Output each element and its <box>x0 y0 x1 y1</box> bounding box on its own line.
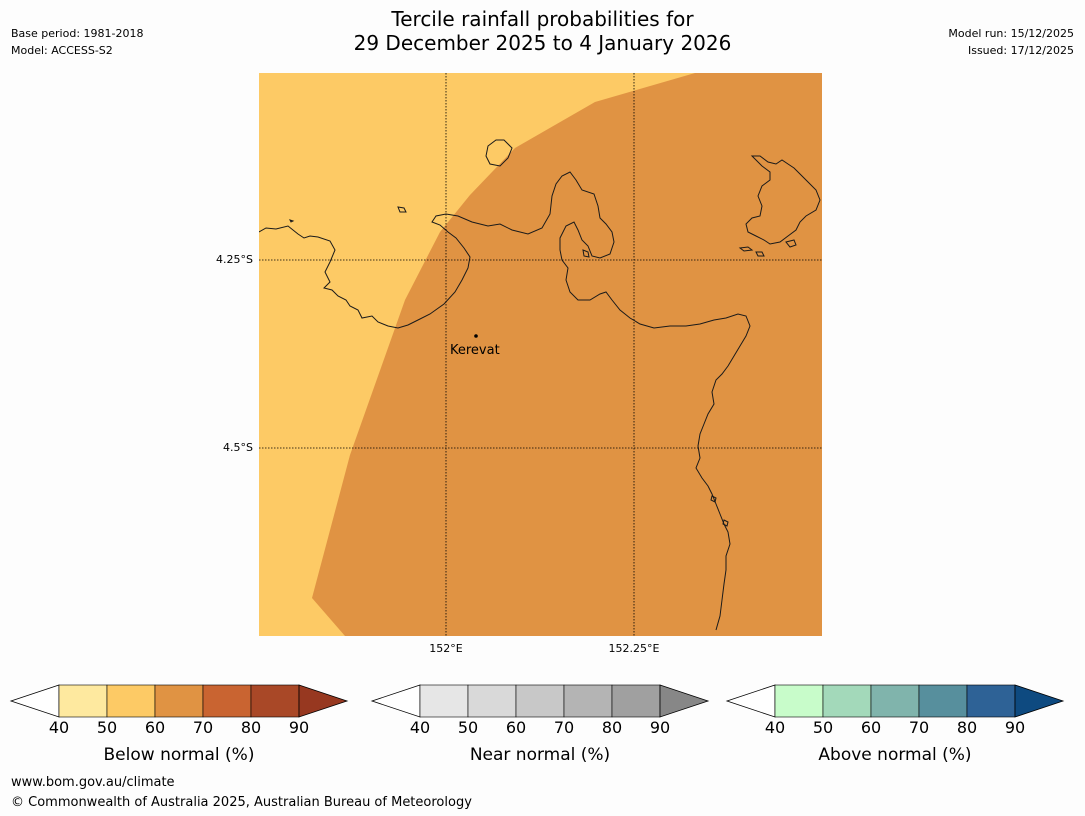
colorbar-tick-label: 50 <box>96 718 118 737</box>
colorbar-tick-label: 40 <box>48 718 70 737</box>
lon-label-152: 152°E <box>429 642 463 655</box>
colorbar-segment <box>918 684 968 718</box>
model-name: Model: ACCESS-S2 <box>11 44 113 57</box>
colorbar-title-above: Above normal (%) <box>818 745 972 765</box>
colorbar-tick-label: 80 <box>240 718 262 737</box>
colorbar-extend-low <box>725 684 776 718</box>
footer-url[interactable]: www.bom.gov.au/climate <box>11 775 175 790</box>
colorbar-segment <box>58 684 108 718</box>
base-period: Base period: 1981-2018 <box>11 27 144 40</box>
lat-label-4-25: 4.25°S <box>216 253 253 266</box>
colorbar-tick-label: 70 <box>908 718 930 737</box>
colorbar-tick-label: 40 <box>764 718 786 737</box>
colorbar-tick-label: 70 <box>192 718 214 737</box>
colorbar-segment <box>563 684 613 718</box>
colorbar-segment <box>419 684 469 718</box>
graticule <box>259 73 822 636</box>
colorbar-extend-high <box>1014 684 1065 718</box>
coastline <box>259 139 821 631</box>
title-line-2: 29 December 2025 to 4 January 2026 <box>353 31 732 55</box>
colorbar-title-near: Near normal (%) <box>469 745 611 765</box>
colorbar-segment <box>822 684 872 718</box>
colorbar-extend-high <box>659 684 710 718</box>
colorbar-extend-high <box>298 684 349 718</box>
colorbar-segment <box>154 684 204 718</box>
colorbar-near-normal <box>370 684 710 718</box>
colorbar-tick-label: 40 <box>409 718 431 737</box>
colorbar-segment <box>774 684 824 718</box>
colorbar-extend-low <box>370 684 421 718</box>
place-label-kerevat: Kerevat <box>450 343 500 358</box>
colorbar-tick-label: 50 <box>457 718 479 737</box>
map-canvas <box>259 73 822 636</box>
colorbar-segment <box>966 684 1016 718</box>
colorbar-tick-label: 60 <box>860 718 882 737</box>
model-run: Model run: 15/12/2025 <box>948 27 1074 40</box>
colorbar-tick-label: 90 <box>1004 718 1026 737</box>
colorbar-above-normal <box>725 684 1065 718</box>
map-title: Tercile rainfall probabilities for 29 De… <box>0 7 1085 55</box>
lon-label-152-25: 152.25°E <box>608 642 660 655</box>
colorbar-tick-label: 60 <box>505 718 527 737</box>
colorbar-segment <box>870 684 920 718</box>
title-line-1: Tercile rainfall probabilities for <box>391 7 694 31</box>
colorbar-below-normal <box>9 684 349 718</box>
header-meta-right: Model run: 15/12/2025 Issued: 17/12/2025 <box>948 25 1074 59</box>
region-below-60-70 <box>312 73 822 636</box>
colorbar-extend-low <box>9 684 60 718</box>
colorbar-legend <box>9 684 1065 718</box>
colorbar-title-below: Below normal (%) <box>103 745 255 765</box>
colorbar-segment <box>611 684 661 718</box>
colorbar-tick-label: 70 <box>553 718 575 737</box>
colorbar-tick-label: 50 <box>812 718 834 737</box>
colorbar-segment <box>515 684 565 718</box>
colorbar-segment <box>202 684 252 718</box>
header-meta-left: Base period: 1981-2018 Model: ACCESS-S2 <box>11 25 143 59</box>
colorbar-tick-label: 80 <box>601 718 623 737</box>
colorbar-tick-label: 60 <box>144 718 166 737</box>
colorbar-segment <box>106 684 156 718</box>
lat-label-4-5: 4.5°S <box>223 441 253 454</box>
colorbar-segment <box>250 684 300 718</box>
colorbar-tick-label: 90 <box>288 718 310 737</box>
colorbar-tick-label: 80 <box>956 718 978 737</box>
footer-copyright: © Commonwealth of Australia 2025, Austra… <box>11 795 472 810</box>
kerevat-marker <box>474 334 478 338</box>
colorbar-segment <box>467 684 517 718</box>
colorbar-tick-label: 90 <box>649 718 671 737</box>
issued-date: Issued: 17/12/2025 <box>967 44 1074 57</box>
